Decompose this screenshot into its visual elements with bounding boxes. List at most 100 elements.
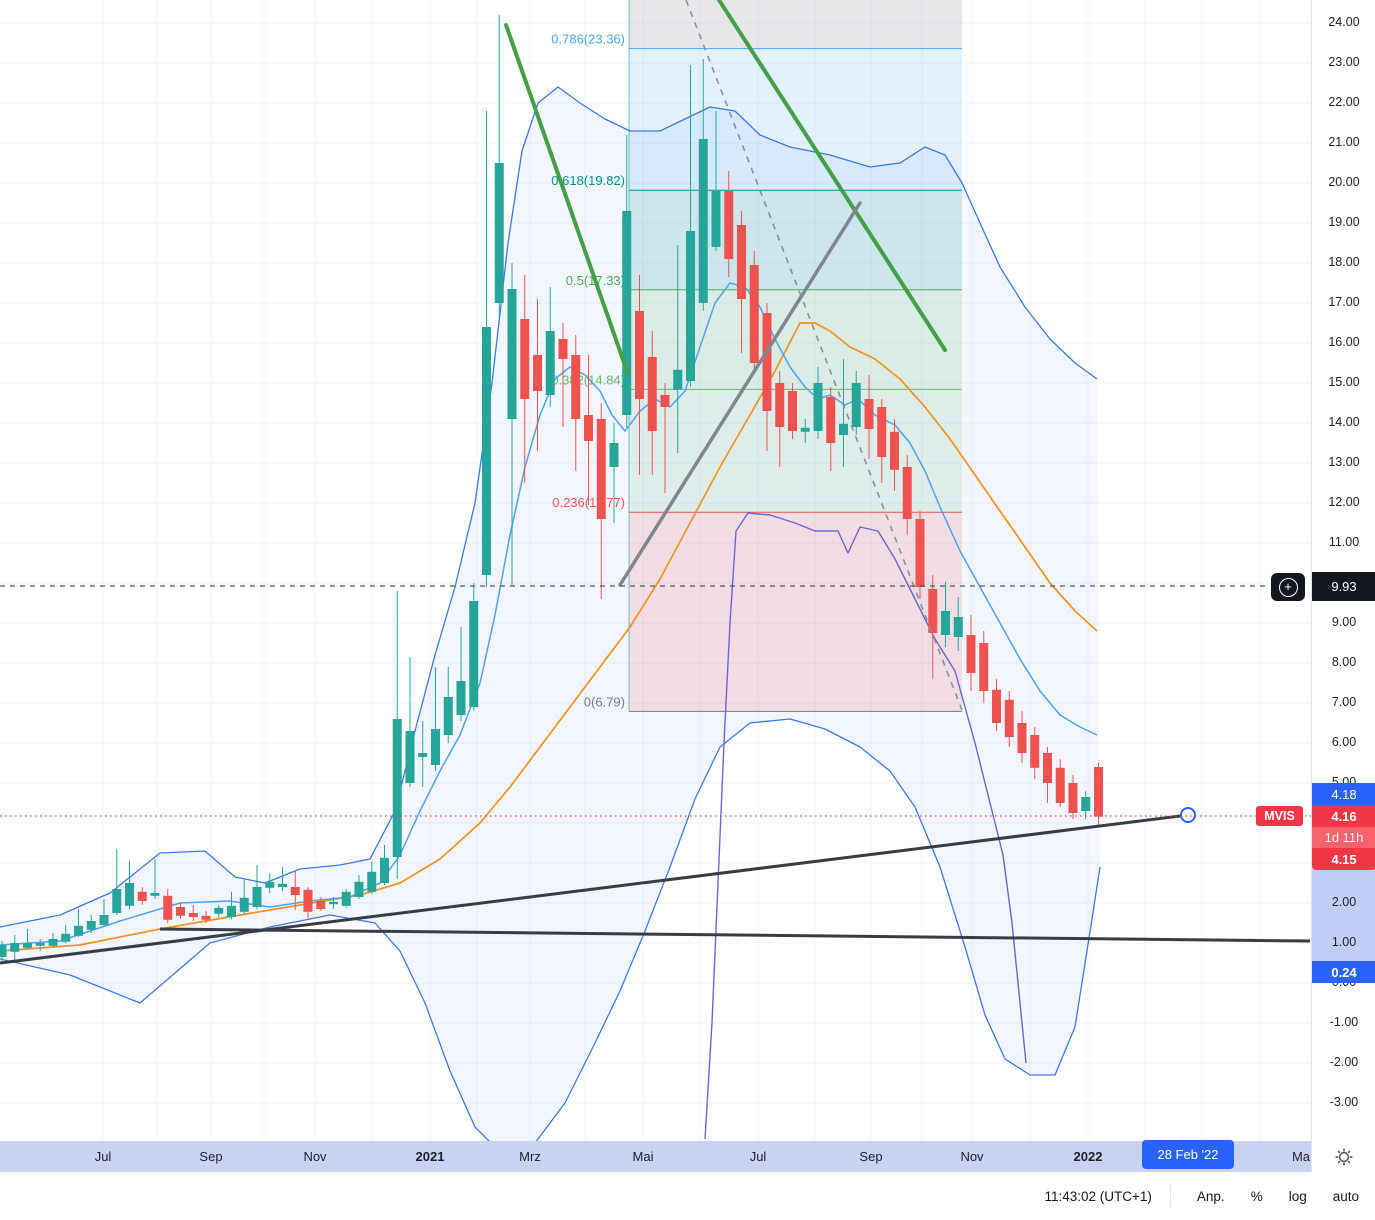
candle-body <box>877 407 887 457</box>
fast-ema-line <box>0 282 1098 946</box>
price-tick-label: 1.00 <box>1331 935 1357 949</box>
green-trendline[interactable] <box>717 0 947 352</box>
price-tick-label: 24.00 <box>1328 15 1360 29</box>
price-tick-label: 13.00 <box>1328 455 1360 469</box>
candle-body <box>150 893 160 896</box>
trendline-price-badge-high[interactable]: 4.18 <box>1312 783 1375 805</box>
green-trendline[interactable] <box>504 23 630 376</box>
grid <box>0 0 1311 1141</box>
candle-body <box>1004 699 1014 737</box>
gear-icon[interactable] <box>1335 1148 1353 1166</box>
candle-body <box>890 431 899 470</box>
chart-plot-area[interactable]: 0.786(23.36)0.618(19.82)0.5(17.33)0.382(… <box>0 0 1311 1141</box>
candle-body <box>864 399 874 429</box>
candle-body <box>966 635 976 673</box>
gray-trendline[interactable] <box>618 201 862 587</box>
toolbar-auto-button[interactable]: auto <box>1332 1188 1359 1204</box>
last-price-badge[interactable]: 4.16 <box>1312 805 1375 827</box>
candle-body <box>494 163 504 303</box>
candle-body <box>902 467 912 519</box>
candle-body <box>941 611 950 635</box>
candle-body <box>558 339 568 359</box>
candle-body <box>137 891 147 901</box>
selected-date-badge[interactable]: 28 Feb '22 <box>1142 1140 1234 1169</box>
candle-body <box>545 331 555 395</box>
price-tick-label: 9.00 <box>1331 615 1357 629</box>
drawings[interactable] <box>0 0 1311 965</box>
bottom-toolbar: 11:43:02 (UTC+1) Anp. % log auto <box>0 1172 1375 1220</box>
crosshair-price-badge[interactable]: 9.93 <box>1312 572 1375 601</box>
candle-body <box>112 889 122 913</box>
candle-body <box>1043 753 1052 783</box>
fib-retracement[interactable]: 0.786(23.36)0.618(19.82)0.5(17.33)0.382(… <box>551 0 962 712</box>
candle-body <box>635 311 644 399</box>
time-tick-label: 2022 <box>1073 1149 1103 1164</box>
price-tick-label: 11.00 <box>1328 535 1360 549</box>
candle-body <box>201 915 211 920</box>
candle-body <box>469 601 479 707</box>
candle-body <box>456 681 466 715</box>
price-tick-label: 8.00 <box>1331 655 1357 669</box>
candle-body <box>239 897 249 912</box>
toolbar-log-button[interactable]: log <box>1288 1188 1307 1204</box>
candle-body <box>341 891 351 906</box>
candle-body <box>507 289 517 419</box>
low-price-badge[interactable]: 4.15 <box>1312 848 1375 870</box>
price-axis[interactable]: 24.00 23.00 22.00 21.00 20.00 19.00 18.00 17.00… <box>1311 0 1375 1141</box>
candle-body <box>316 901 326 909</box>
candle-body <box>10 943 20 952</box>
time-tick-label: Jul <box>94 1149 112 1164</box>
toolbar-divider <box>1169 1185 1171 1207</box>
black-trendline[interactable] <box>159 927 1311 943</box>
trendline-endpoint-handle[interactable] <box>1180 807 1196 823</box>
time-axis[interactable]: Jul Sep Nov 2021 Mrz Mai Jul Sep Nov 2022 Ma <box>0 1141 1311 1172</box>
toolbar-adjust-button[interactable]: Anp. <box>1196 1188 1225 1204</box>
chart-layers: 0.786(23.36)0.618(19.82)0.5(17.33)0.382(… <box>0 0 1311 1141</box>
time-tick-label: Sep <box>859 1149 883 1164</box>
candle-body <box>711 191 721 247</box>
range-price-badge[interactable]: 0.24 <box>1312 961 1375 983</box>
candle-body <box>380 857 389 883</box>
chart-canvas[interactable]: 0.786(23.36)0.618(19.82)0.5(17.33)0.382(… <box>0 0 1311 1141</box>
candle-body <box>290 887 300 895</box>
candle-body <box>1068 783 1078 813</box>
time-tick-label: Jul <box>749 1149 767 1164</box>
candle-body <box>74 925 83 936</box>
candle-body <box>176 907 185 916</box>
plus-circle-icon: + <box>1278 577 1298 597</box>
candle-body <box>800 427 810 432</box>
candle-body <box>520 319 530 399</box>
candle-body <box>915 519 925 587</box>
time-tick-label: Mrz <box>519 1149 541 1164</box>
candle-body <box>584 415 593 441</box>
candle-body <box>609 443 619 467</box>
candle-body <box>252 887 262 907</box>
candle-body <box>979 643 989 691</box>
axis-settings-cell[interactable] <box>1311 1141 1375 1172</box>
candle-body <box>48 939 58 946</box>
time-tick-label: Nov <box>960 1149 984 1164</box>
candle-body <box>405 731 415 783</box>
candle-body <box>354 881 364 897</box>
price-tick-label: 17.00 <box>1328 295 1360 309</box>
candle-body <box>596 419 606 519</box>
clock-label[interactable]: 11:43:02 (UTC+1) <box>1044 1188 1152 1204</box>
candle-body <box>928 589 938 633</box>
black-trendline[interactable] <box>0 813 1189 965</box>
bollinger-upper-line <box>0 86 1098 928</box>
time-tick-label: Sep <box>199 1149 223 1164</box>
price-tick-label: -2.00 <box>1329 1055 1359 1069</box>
price-tick-label: 12.00 <box>1328 495 1360 509</box>
add-alert-plus-icon[interactable]: + <box>1271 573 1305 601</box>
candle-body <box>163 895 173 920</box>
fib-level-label: 0.786(23.36) <box>551 32 625 47</box>
candle-body <box>762 313 772 411</box>
toolbar-percent-button[interactable]: % <box>1250 1188 1263 1204</box>
fib-zone <box>629 190 962 290</box>
time-tick-label: Nov <box>303 1149 327 1164</box>
candle-body <box>673 369 683 390</box>
inner-band-line <box>704 512 1027 1140</box>
price-tick-label: 22.00 <box>1328 95 1360 109</box>
candle-body <box>303 889 313 912</box>
